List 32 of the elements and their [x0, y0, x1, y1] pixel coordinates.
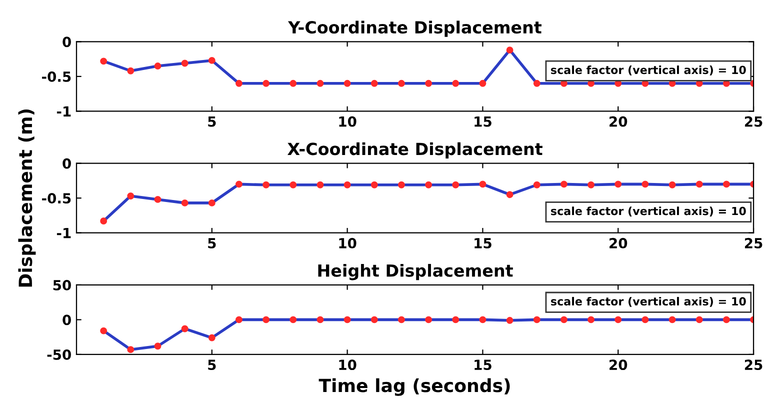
y-tick-label: -0.5 — [42, 193, 71, 204]
y-tick-label: 0 — [62, 158, 71, 169]
annotation: scale factor (vertical axis) = 10 — [550, 296, 746, 307]
x-tick-label: 5 — [208, 116, 216, 127]
y-tick-label: -1 — [56, 228, 71, 238]
x-tick-label: 5 — [208, 238, 216, 248]
y-tick-label: 0 — [62, 36, 71, 48]
y-tick-label: -0.5 — [42, 71, 71, 82]
chart-title: X-Coordinate Displacement — [288, 142, 542, 158]
x-tick-label: 20 — [610, 360, 628, 370]
annotation: scale factor (vertical axis) = 10 — [550, 66, 746, 76]
x-tick-label: 10 — [339, 360, 356, 370]
x-tick-label: 25 — [744, 116, 762, 127]
y-tick-label: 0 — [62, 314, 71, 326]
x-tick-label: 10 — [339, 116, 356, 127]
y-tick-label: -50 — [47, 349, 71, 360]
y-tick-label: 50 — [53, 280, 71, 290]
x-tick-label: 5 — [208, 360, 216, 370]
y-axis-title: Displacement (m) — [18, 109, 36, 287]
x-tick-label: 25 — [744, 360, 762, 370]
x-tick-label: 25 — [744, 238, 762, 248]
chart-title: Y-Coordinate Displacement — [288, 20, 542, 37]
x-tick-label: 20 — [610, 238, 628, 248]
x-tick-label: 20 — [610, 116, 628, 127]
x-tick-label: 15 — [474, 238, 492, 248]
chart-title: Height Displacement — [318, 264, 513, 280]
x-tick-label: 15 — [474, 116, 492, 127]
annotation: scale factor (vertical axis) = 10 — [550, 206, 746, 217]
y-tick-label: -1 — [56, 106, 71, 116]
x-axis-title: Time lag (seconds) — [318, 378, 510, 396]
x-tick-label: 15 — [474, 360, 492, 370]
x-tick-label: 10 — [339, 238, 356, 248]
